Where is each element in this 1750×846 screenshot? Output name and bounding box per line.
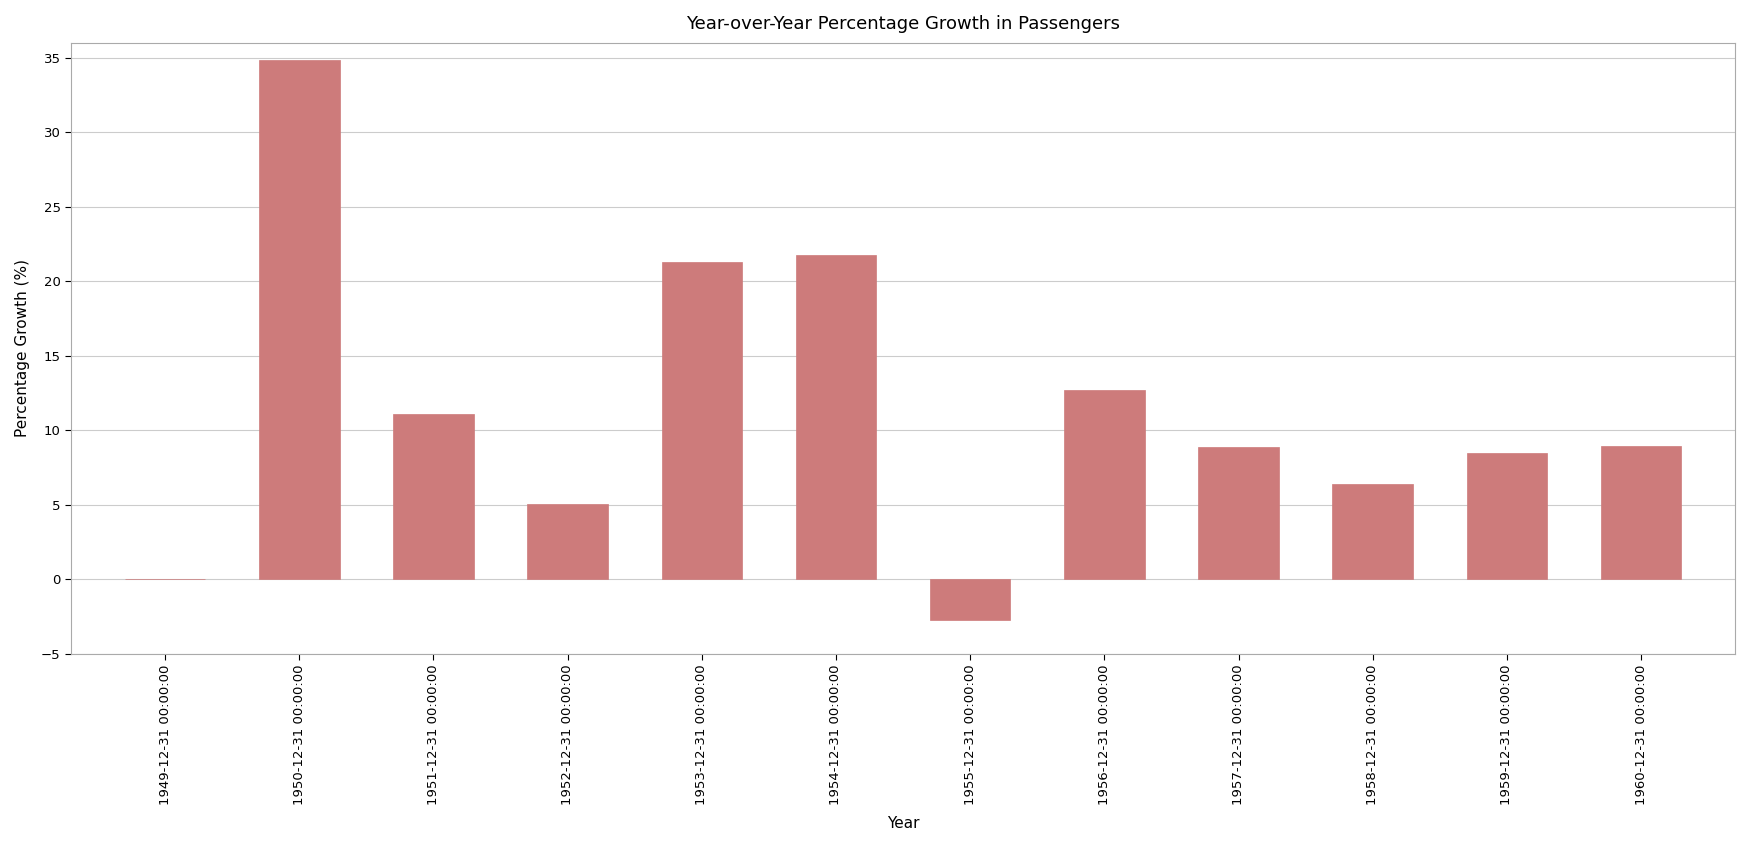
Bar	[796, 255, 877, 580]
Bar	[1601, 447, 1682, 580]
Bar	[662, 261, 742, 580]
Bar	[527, 503, 607, 580]
Y-axis label: Percentage Growth (%): Percentage Growth (%)	[16, 260, 30, 437]
Bar	[259, 59, 340, 580]
Bar	[1064, 390, 1144, 580]
Bar	[1466, 453, 1547, 580]
Bar	[1332, 484, 1412, 580]
Bar	[1199, 447, 1279, 580]
X-axis label: Year: Year	[887, 816, 919, 831]
Title: Year-over-Year Percentage Growth in Passengers: Year-over-Year Percentage Growth in Pass…	[686, 15, 1120, 33]
Bar	[929, 580, 1010, 620]
Bar	[394, 415, 474, 580]
